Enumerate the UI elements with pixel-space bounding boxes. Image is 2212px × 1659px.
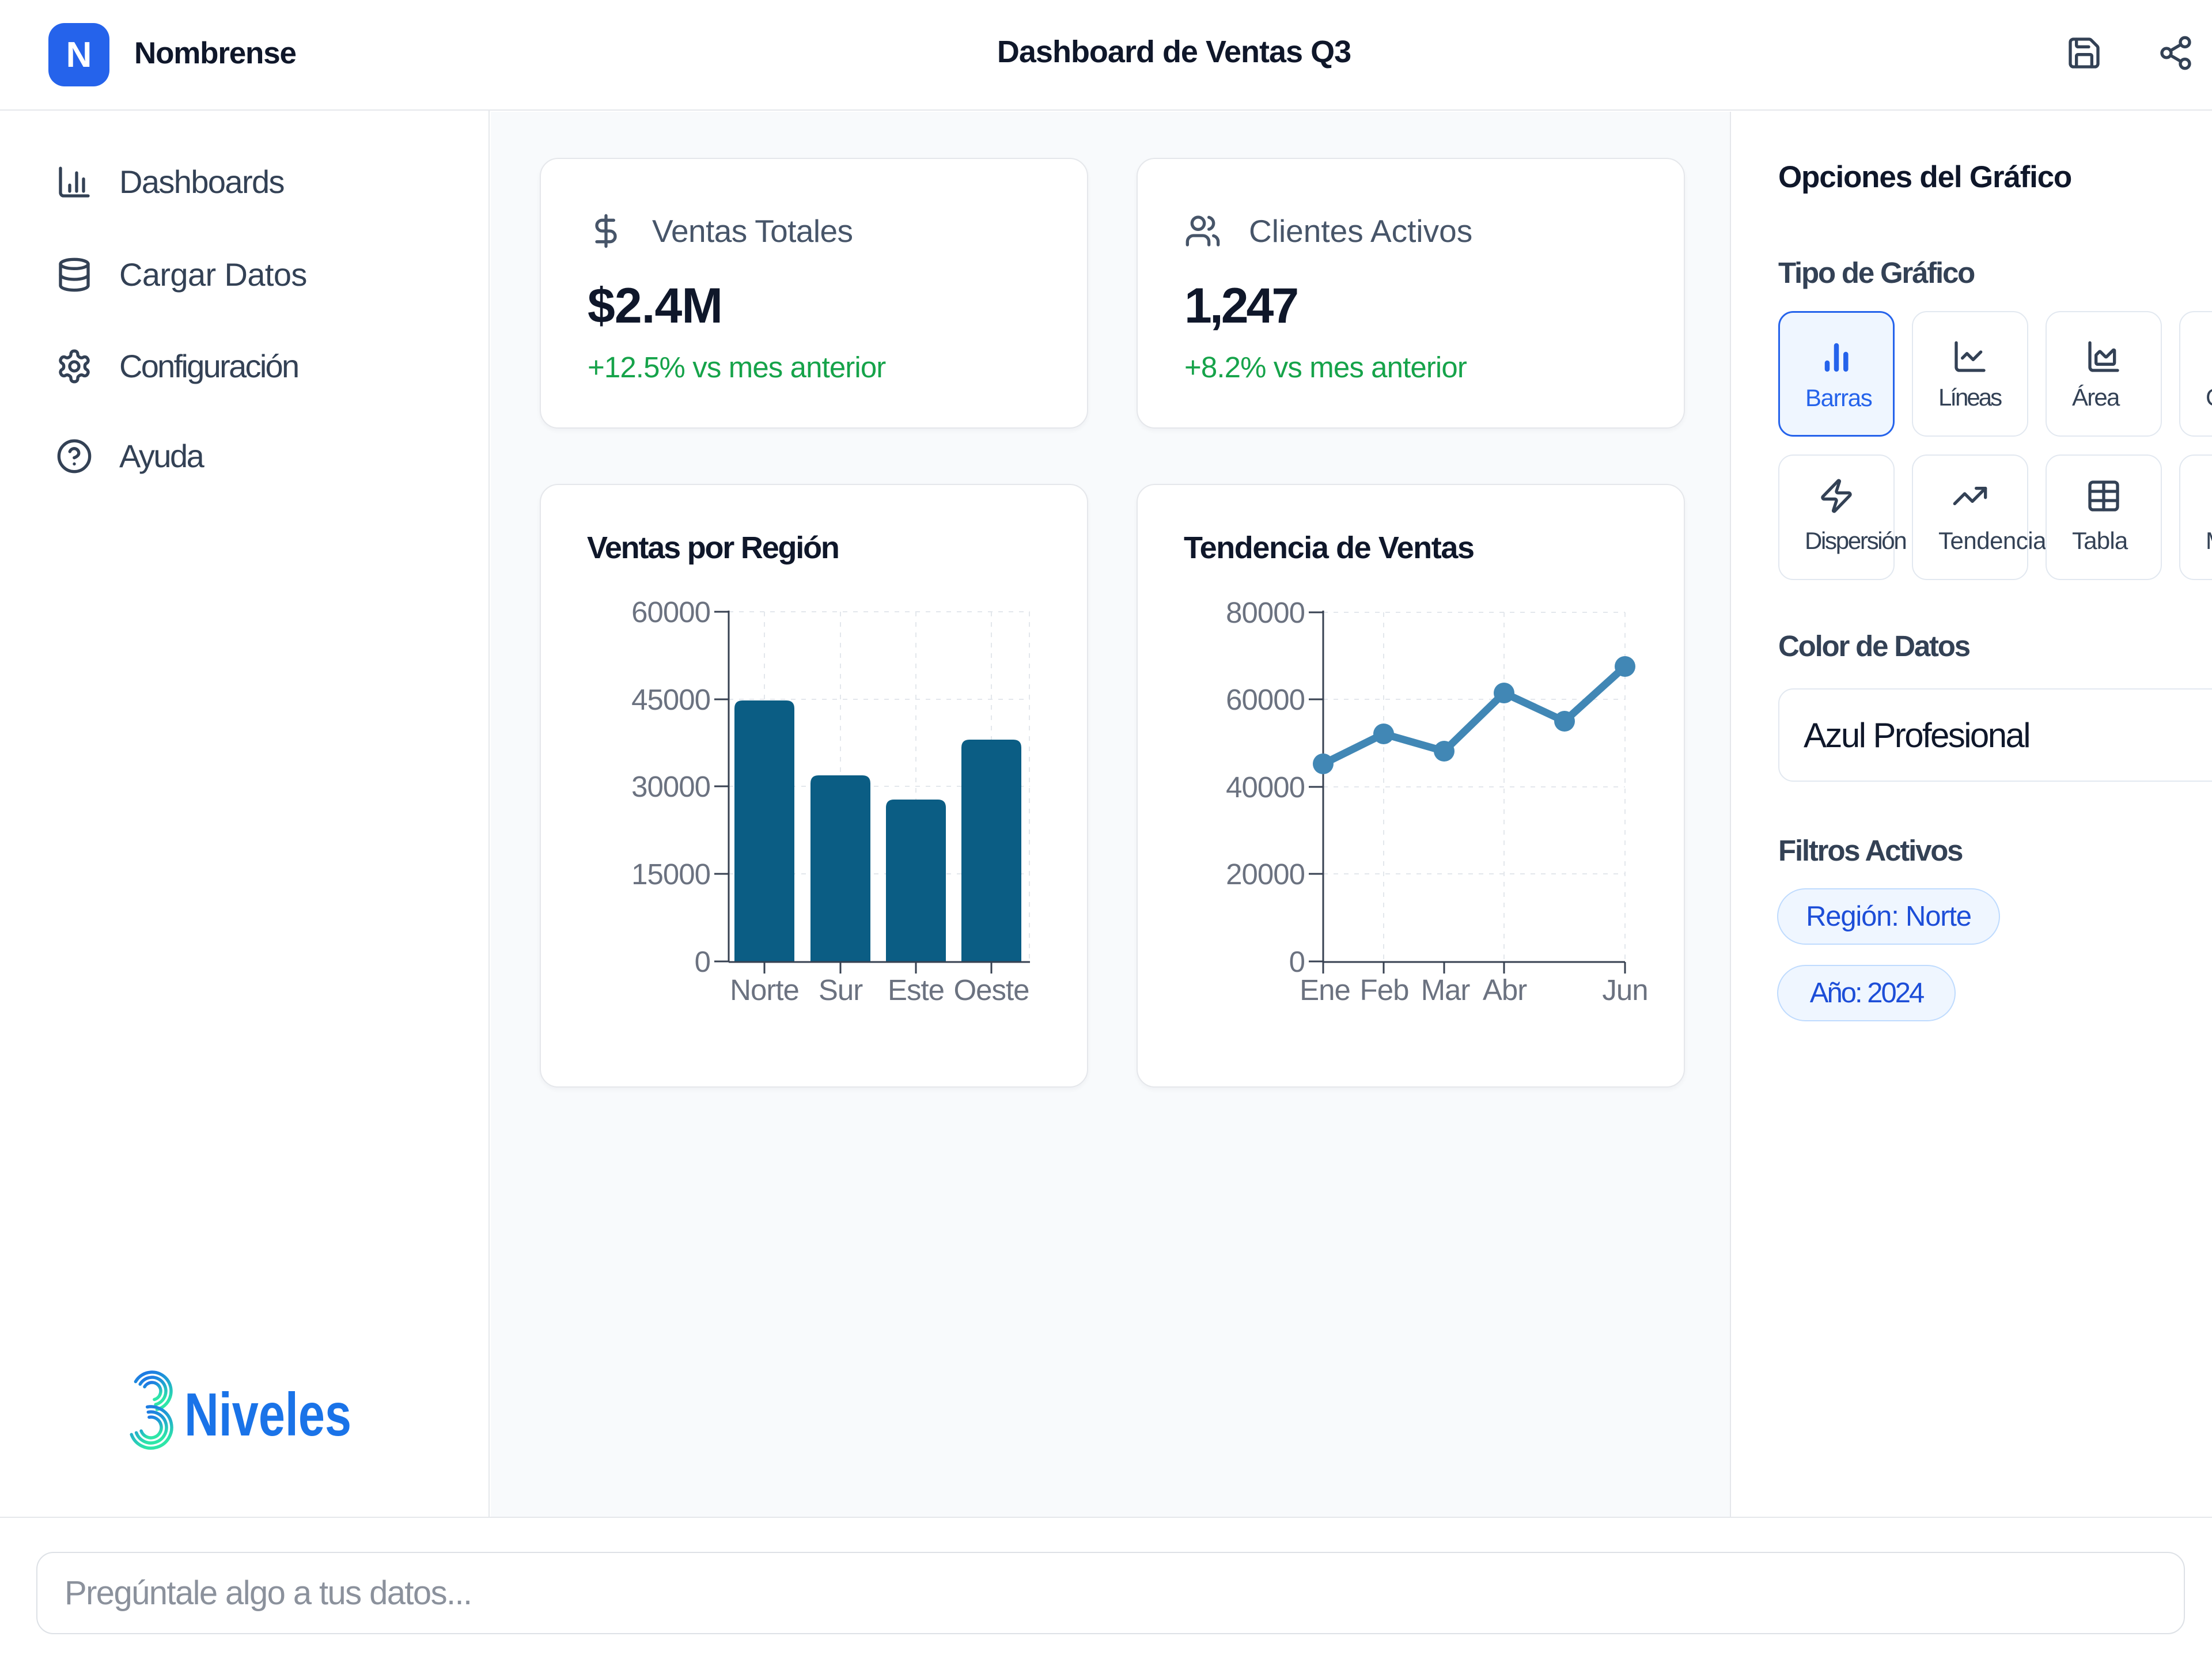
svg-text:Feb: Feb [1360,974,1409,1006]
svg-text:0: 0 [695,945,710,978]
svg-text:Mar: Mar [1421,974,1471,1006]
svg-text:15000: 15000 [631,858,710,891]
svg-text:40000: 40000 [1226,771,1305,804]
svg-text:30000: 30000 [631,770,710,803]
svg-text:Sur: Sur [819,974,863,1006]
svg-text:Abr: Abr [1483,974,1527,1006]
svg-text:Norte: Norte [730,974,799,1006]
svg-text:Niveles: Niveles [184,1381,351,1449]
svg-text:60000: 60000 [631,596,710,628]
svg-text:Jun: Jun [1602,974,1647,1006]
svg-text:Ene: Ene [1300,974,1350,1006]
svg-text:Oeste: Oeste [953,974,1029,1006]
svg-text:60000: 60000 [1226,683,1305,716]
svg-text:45000: 45000 [631,683,710,716]
svg-text:20000: 20000 [1226,858,1305,891]
svg-text:0: 0 [1289,945,1305,978]
svg-text:80000: 80000 [1226,596,1305,629]
svg-text:Este: Este [888,974,944,1006]
